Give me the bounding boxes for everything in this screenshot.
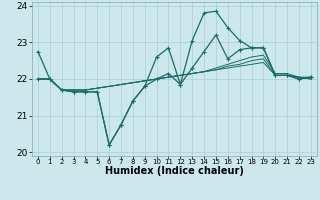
X-axis label: Humidex (Indice chaleur): Humidex (Indice chaleur) — [105, 166, 244, 176]
